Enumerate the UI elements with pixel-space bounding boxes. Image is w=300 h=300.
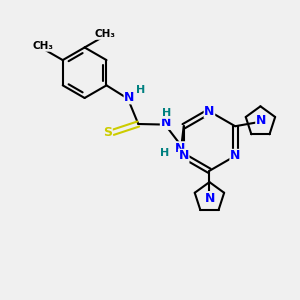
Text: H: H [160, 148, 170, 158]
Text: N: N [204, 105, 214, 118]
Text: CH₃: CH₃ [33, 41, 54, 51]
Text: H: H [136, 85, 145, 95]
Text: N: N [175, 142, 185, 155]
Text: N: N [160, 116, 171, 129]
Text: N: N [230, 149, 240, 162]
Text: N: N [178, 149, 189, 162]
Text: CH₃: CH₃ [94, 29, 116, 39]
Text: N: N [256, 114, 266, 127]
Text: N: N [124, 91, 135, 104]
Text: H: H [162, 108, 171, 118]
Text: S: S [103, 126, 112, 139]
Text: N: N [205, 192, 215, 205]
